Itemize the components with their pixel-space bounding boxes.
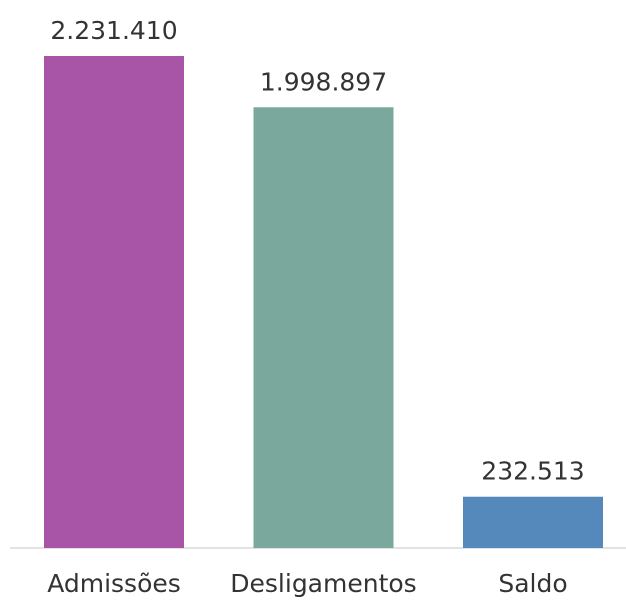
x-tick-label: Admissões [47,569,181,598]
x-tick-label: Desligamentos [230,569,416,598]
value-label: 2.231.410 [50,16,177,45]
bar [44,56,184,548]
x-tick-label: Saldo [498,569,567,598]
bar [463,496,603,548]
value-label: 1.998.897 [260,67,387,96]
value-label: 232.513 [481,457,584,486]
bar [253,107,394,548]
